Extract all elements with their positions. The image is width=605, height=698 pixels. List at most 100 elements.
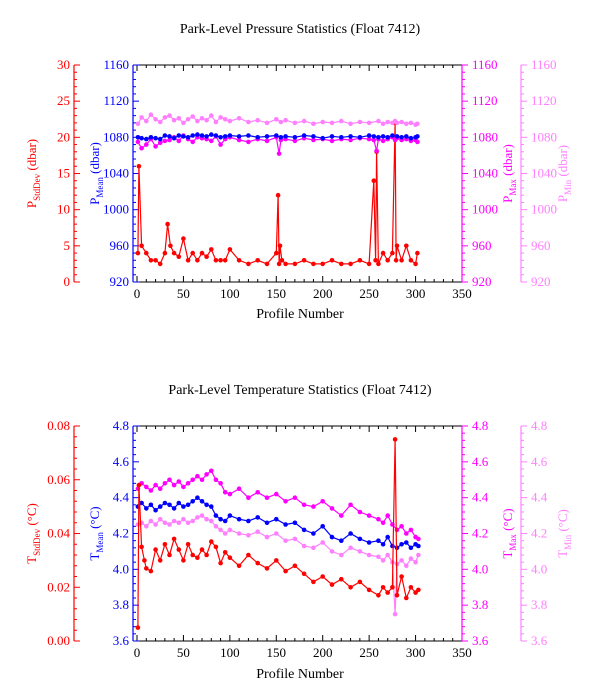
data-point-stddev <box>190 552 195 558</box>
data-point-min <box>222 531 228 536</box>
data-point-stddev <box>283 261 288 267</box>
y-tick-label-stddev: 0 <box>64 274 71 289</box>
data-point-min <box>301 118 307 124</box>
data-point-mean <box>357 536 363 542</box>
data-point-max <box>301 502 307 508</box>
data-point-stddev <box>176 254 182 259</box>
data-point-min <box>236 531 242 536</box>
data-point-stddev <box>185 542 191 547</box>
data-point-stddev <box>399 574 404 579</box>
y-tick-label-min: 920 <box>531 274 551 289</box>
data-point-mean <box>176 500 182 506</box>
data-point-min <box>399 558 404 563</box>
temperature-chart: Park-Level Temperature Statistics (Float… <box>24 383 573 682</box>
data-point-max <box>148 488 154 493</box>
data-point-stddev <box>144 566 149 571</box>
data-point-stddev <box>168 243 173 249</box>
data-point-stddev <box>376 261 381 267</box>
y-tick-label-min: 1120 <box>531 93 557 108</box>
data-point-min <box>339 118 344 124</box>
data-point-min <box>148 518 154 524</box>
data-point-mean <box>185 502 191 508</box>
data-point-mean <box>227 133 233 138</box>
data-point-mean <box>153 135 158 141</box>
y-tick-label-max: 1040 <box>472 166 498 181</box>
data-point-min <box>376 554 381 560</box>
data-point-stddev <box>181 558 186 563</box>
series-mean <box>135 132 420 142</box>
data-point-min <box>320 540 326 545</box>
y-tick-label-stddev: 10 <box>57 202 70 217</box>
data-point-min <box>380 558 386 563</box>
data-point-stddev <box>165 221 170 227</box>
data-point-mean <box>371 134 377 139</box>
y-tick-label-mean: 1160 <box>103 57 129 72</box>
y-axis-label-max: PMax (dbar) <box>500 144 518 203</box>
y-tick-label-stddev: 15 <box>57 166 70 181</box>
data-point-stddev <box>390 250 395 256</box>
data-point-max <box>320 499 326 504</box>
y-tick-label-mean: 4.4 <box>113 490 130 505</box>
data-point-stddev <box>236 563 242 569</box>
data-point-stddev <box>320 261 326 267</box>
data-point-mean <box>144 136 149 142</box>
data-point-max <box>181 484 186 490</box>
data-point-stddev <box>311 579 316 585</box>
data-point-max <box>348 502 353 508</box>
data-point-stddev <box>255 560 260 566</box>
data-point-max <box>222 490 228 495</box>
data-point-min <box>278 119 284 125</box>
data-point-mean <box>157 136 163 142</box>
data-point-min <box>255 117 260 123</box>
series-stddev <box>135 120 420 267</box>
y-tick-label-mean: 1080 <box>103 129 129 144</box>
data-point-max <box>144 484 149 490</box>
data-point-min <box>348 121 353 127</box>
data-point-mean <box>399 135 404 140</box>
y-axis-label-main: P <box>24 201 39 208</box>
data-point-stddev <box>385 258 391 263</box>
data-point-stddev <box>413 261 418 267</box>
data-point-min <box>311 121 316 127</box>
data-point-min <box>204 117 209 123</box>
data-point-stddev <box>301 571 307 577</box>
y-tick-label-max: 4.2 <box>472 526 488 541</box>
data-point-mean <box>195 495 200 501</box>
data-point-stddev <box>276 261 282 267</box>
data-point-mean <box>209 504 214 509</box>
data-point-mean <box>181 134 186 139</box>
data-point-min <box>195 515 200 520</box>
data-point-stddev <box>171 536 177 542</box>
data-point-min <box>348 545 353 551</box>
data-point-mean <box>301 527 307 533</box>
y-tick-label-mean: 4.6 <box>113 454 130 469</box>
data-point-min <box>176 116 182 121</box>
data-point-mean <box>264 520 270 526</box>
data-point-max <box>162 138 168 144</box>
data-point-max <box>329 506 335 511</box>
data-point-max <box>311 137 316 143</box>
data-point-stddev <box>357 579 363 585</box>
data-point-mean <box>329 534 335 540</box>
data-point-stddev <box>153 258 158 263</box>
data-point-min <box>144 118 149 124</box>
data-point-mean <box>246 133 251 138</box>
data-point-mean <box>181 504 186 509</box>
data-point-mean <box>190 133 195 138</box>
data-point-min <box>209 113 214 118</box>
data-point-max <box>167 137 172 143</box>
x-tick-label: 50 <box>177 286 190 301</box>
data-point-mean <box>153 507 158 513</box>
y-tick-label-mean: 920 <box>110 274 130 289</box>
data-point-stddev <box>385 590 391 595</box>
data-point-stddev <box>162 542 168 547</box>
data-point-stddev <box>339 261 344 267</box>
y-axis-label-unit: (°C) <box>500 508 515 534</box>
data-point-max <box>292 495 298 501</box>
data-point-stddev <box>311 261 316 267</box>
data-point-min <box>222 117 228 122</box>
data-point-min <box>195 118 200 124</box>
data-point-mean <box>199 499 205 504</box>
data-point-stddev <box>157 558 163 563</box>
data-point-max <box>153 144 158 149</box>
